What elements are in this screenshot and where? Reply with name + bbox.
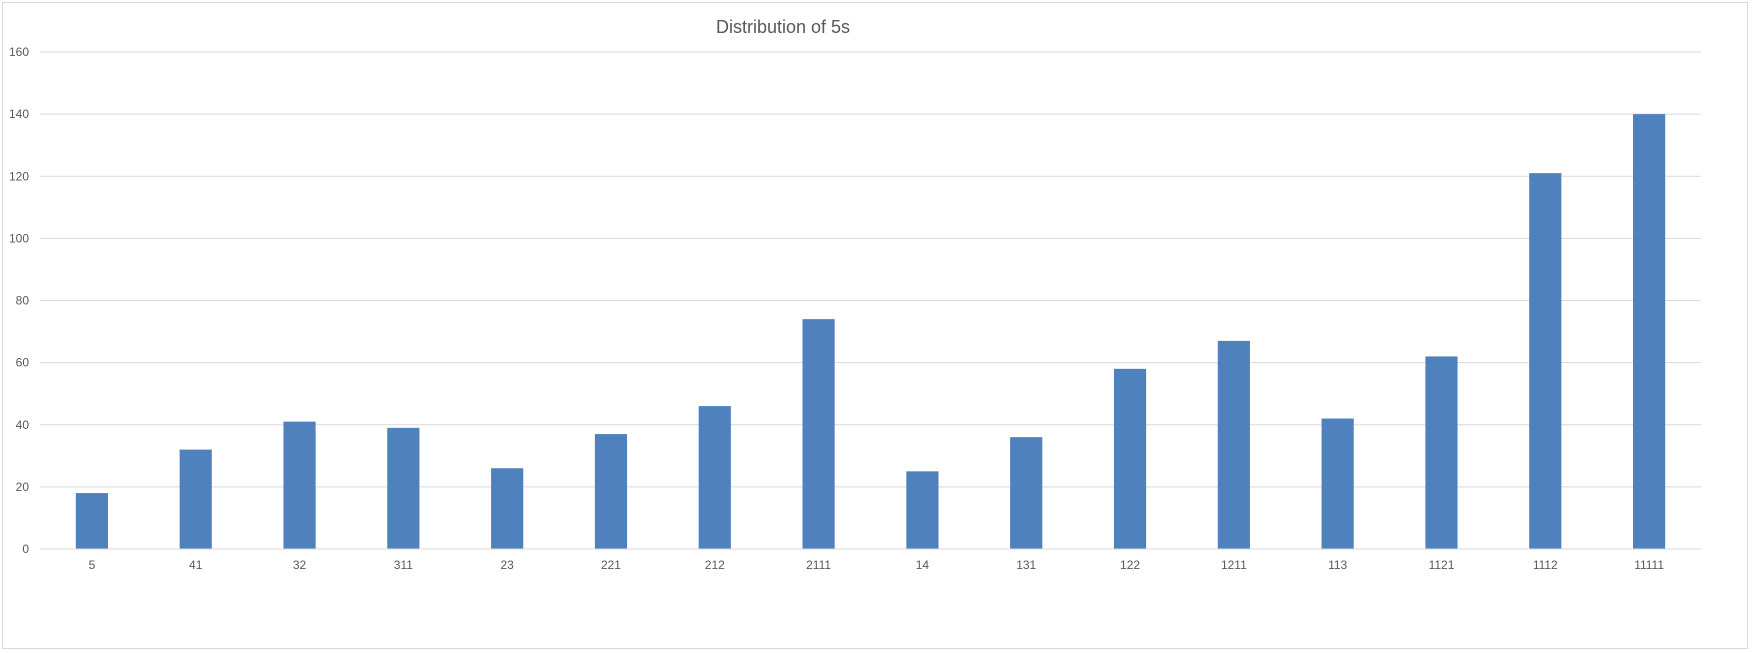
x-tick-label: 5 bbox=[89, 558, 96, 572]
x-tick-label: 1211 bbox=[1221, 558, 1247, 572]
bar-11111 bbox=[1633, 114, 1666, 549]
x-tick-label: 131 bbox=[1016, 558, 1036, 572]
y-tick-label: 0 bbox=[22, 542, 29, 556]
bar-14 bbox=[906, 471, 939, 549]
bar-2111 bbox=[802, 319, 835, 549]
bar-1112 bbox=[1529, 173, 1562, 550]
y-tick-label: 20 bbox=[16, 480, 30, 494]
x-tick-label: 11111 bbox=[1634, 558, 1664, 572]
bar-41 bbox=[179, 449, 212, 549]
y-tick-label: 100 bbox=[9, 231, 29, 245]
x-tick-label: 32 bbox=[293, 558, 307, 572]
bar-1121 bbox=[1425, 356, 1458, 549]
y-gridlines bbox=[40, 51, 1701, 488]
x-tick-label: 221 bbox=[601, 558, 621, 572]
x-tick-label: 14 bbox=[916, 558, 930, 572]
bar-131 bbox=[1010, 437, 1043, 549]
x-tick-label: 41 bbox=[189, 558, 203, 572]
x-tick-label: 122 bbox=[1120, 558, 1140, 572]
bar-chart: Distribution of 5s 0 20 40 60 80 100 120 140 160… bbox=[9, 17, 1701, 572]
chart-title: Distribution of 5s bbox=[716, 17, 850, 37]
y-tick-label: 120 bbox=[9, 169, 29, 183]
bars bbox=[75, 114, 1666, 550]
x-tick-label: 311 bbox=[394, 558, 413, 572]
x-tick-label: 23 bbox=[500, 558, 514, 572]
bar-311 bbox=[387, 427, 420, 549]
bar-23 bbox=[491, 468, 524, 549]
x-tick-label: 2111 bbox=[806, 558, 831, 572]
bar-122 bbox=[1113, 368, 1147, 549]
y-tick-label: 40 bbox=[16, 418, 30, 432]
x-tick-label: 1112 bbox=[1533, 558, 1558, 572]
bar-32 bbox=[283, 421, 316, 549]
x-tick-label: 113 bbox=[1328, 558, 1347, 572]
bar-1211 bbox=[1217, 340, 1250, 549]
y-axis-ticks: 0 20 40 60 80 100 120 140 160 bbox=[9, 45, 29, 556]
bar-5 bbox=[75, 493, 108, 549]
bar-221 bbox=[594, 434, 628, 549]
bar-113 bbox=[1321, 418, 1354, 549]
y-tick-label: 80 bbox=[16, 294, 30, 308]
y-tick-label: 160 bbox=[9, 45, 29, 59]
y-tick-label: 60 bbox=[16, 356, 30, 370]
x-axis-ticks: 5 41 32 311 23 221 212 2111 14 131 122 1211 113 1121 1… bbox=[89, 558, 1665, 572]
y-tick-label: 140 bbox=[9, 107, 29, 121]
x-tick-label: 212 bbox=[705, 558, 725, 572]
x-tick-label: 1121 bbox=[1429, 558, 1455, 572]
bar-212 bbox=[698, 406, 731, 549]
